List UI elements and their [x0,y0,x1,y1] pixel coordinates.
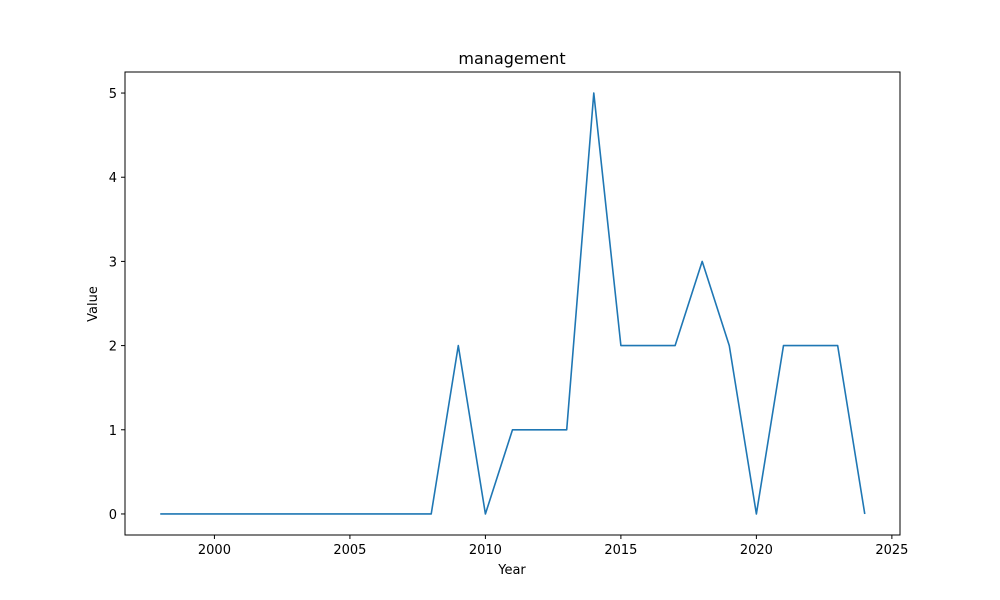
chart-title: management [458,49,565,68]
x-tick-label: 2015 [604,543,637,558]
x-axis-label: Year [497,563,526,578]
x-axis: 2000 2005 2010 2015 2020 2025 [198,535,908,558]
plot-area [160,92,866,515]
x-tick-label: 2020 [740,543,773,558]
y-tick-label: 4 [109,171,117,186]
series-line [160,92,866,515]
x-tick-label: 2005 [333,543,366,558]
x-tick-label: 2025 [875,543,908,558]
y-tick-label: 5 [109,87,117,102]
x-tick-label: 2000 [198,543,231,558]
y-tick-label: 0 [109,508,117,523]
plot-frame [124,71,901,536]
y-axis-label: Value [86,286,101,322]
y-tick-label: 3 [109,255,117,270]
y-axis: 0 1 2 3 4 5 [109,87,125,523]
x-tick-label: 2010 [469,543,502,558]
y-tick-label: 1 [109,424,117,439]
y-tick-label: 2 [109,340,117,355]
